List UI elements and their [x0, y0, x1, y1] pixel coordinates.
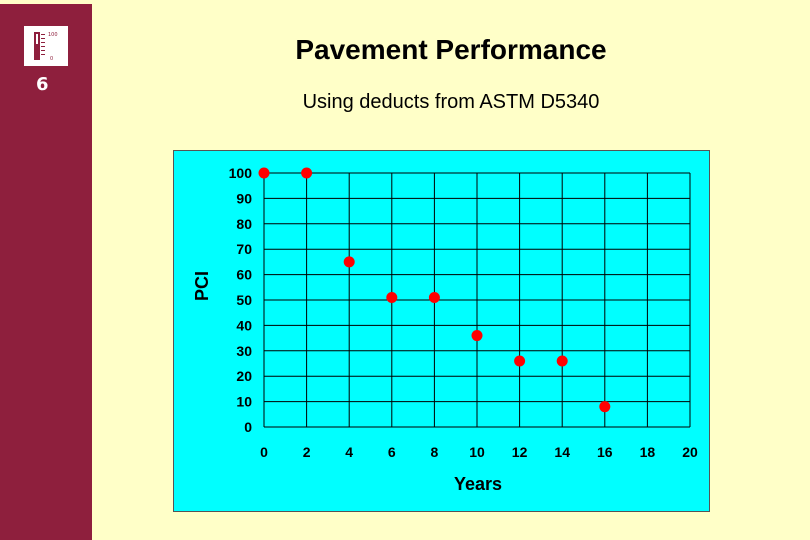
y-tick-label: 10	[236, 394, 252, 410]
y-tick-label: 40	[236, 317, 252, 333]
x-tick-label: 0	[260, 444, 268, 460]
x-tick-labels: 0 2 4 6 8 10 12 14 16 18 20	[260, 444, 698, 460]
x-tick-label: 8	[431, 444, 439, 460]
y-tick-label: 100	[229, 165, 253, 181]
data-point	[343, 256, 355, 268]
y-tick-label: 90	[236, 190, 252, 206]
gauge-logo-icon: 100 0	[24, 26, 68, 66]
y-tick-label: 20	[236, 368, 252, 384]
data-point	[301, 167, 313, 179]
x-tick-label: 16	[597, 444, 613, 460]
data-point	[556, 355, 568, 367]
data-point	[471, 330, 483, 342]
x-tick-label: 18	[640, 444, 656, 460]
x-tick-label: 4	[345, 444, 353, 460]
data-point	[428, 291, 440, 303]
sidebar-band: 100 0 6	[0, 4, 92, 540]
chart-area: 0 10 20 30 40 50 60 70 80 90 100 0 2 4 6 8 10 12 14 16 18 20…	[173, 150, 710, 512]
slide-number: 6	[36, 74, 49, 95]
data-points	[258, 167, 611, 413]
x-axis-title: Years	[454, 474, 502, 494]
scatter-chart: 0 10 20 30 40 50 60 70 80 90 100 0 2 4 6 8 10 12 14 16 18 20…	[192, 165, 698, 494]
slide-title: Pavement Performance	[295, 34, 607, 65]
x-tick-label: 12	[512, 444, 528, 460]
y-tick-label: 60	[236, 267, 252, 283]
gauge-bar	[34, 32, 40, 60]
y-tick-label: 30	[236, 343, 252, 359]
data-point	[258, 167, 270, 179]
data-point	[386, 291, 398, 303]
gauge-ticks	[41, 34, 45, 56]
y-tick-label: 0	[244, 419, 252, 435]
y-tick-label: 70	[236, 241, 252, 257]
gauge-label-top: 100	[48, 32, 58, 38]
y-axis-title: PCI	[192, 271, 212, 301]
data-point	[514, 355, 526, 367]
x-tick-label: 14	[554, 444, 570, 460]
y-tick-label: 80	[236, 216, 252, 232]
data-point	[599, 401, 611, 413]
x-tick-label: 10	[469, 444, 485, 460]
gauge-label-bottom: 0	[50, 56, 54, 62]
y-tick-labels: 0 10 20 30 40 50 60 70 80 90 100	[229, 165, 253, 435]
slide-subtitle: Using deducts from ASTM D5340	[302, 91, 600, 113]
y-tick-label: 50	[236, 292, 252, 308]
x-tick-label: 20	[682, 444, 698, 460]
x-tick-label: 6	[388, 444, 396, 460]
x-tick-label: 2	[303, 444, 311, 460]
grid-lines	[263, 172, 691, 428]
